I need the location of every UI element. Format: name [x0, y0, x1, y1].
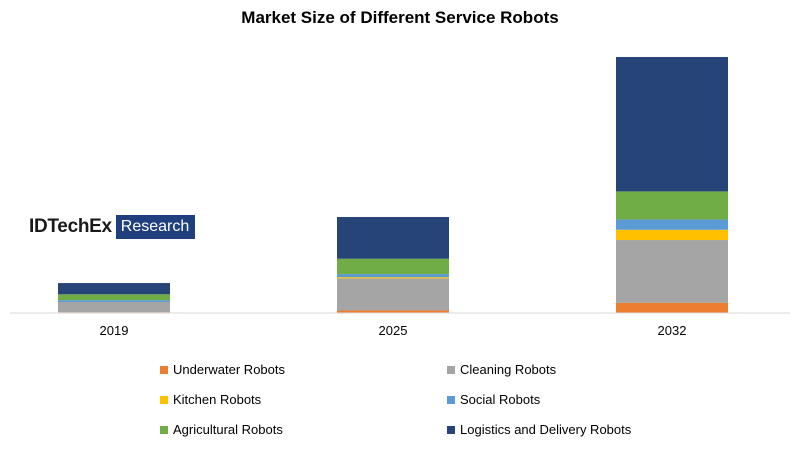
legend-swatch — [447, 425, 455, 434]
legend-item: Social Robots — [447, 392, 680, 407]
legend-swatch — [160, 425, 168, 434]
idtechex-logo: IDTechEx Research — [29, 215, 196, 239]
x-tick-label-2019: 2019 — [100, 323, 129, 338]
legend-item: Agricultural Robots — [160, 422, 447, 437]
legend-label: Cleaning Robots — [460, 362, 557, 377]
legend-label: Underwater Robots — [173, 362, 285, 377]
bar-2019-agricultural-robots — [58, 294, 170, 301]
bar-2032-agricultural-robots — [616, 191, 728, 220]
plot-area: 2019 2025 2032 — [10, 57, 790, 338]
chart-title: Market Size of Different Service Robots — [241, 8, 559, 27]
bar-2025-cleaning-robots — [337, 278, 449, 311]
bar-2032-logistics-and-delivery-robots — [616, 57, 728, 192]
bar-2032-social-robots — [616, 219, 728, 230]
bars-group — [58, 57, 728, 313]
bar-2032-underwater-robots — [616, 302, 728, 313]
legend-swatch — [160, 365, 168, 374]
legend-swatch — [447, 365, 455, 374]
legend: Underwater Robots Cleaning Robots Kitchen … — [160, 362, 680, 437]
x-tick-labels: 2019 2025 2032 — [100, 323, 687, 338]
legend-label: Agricultural Robots — [173, 422, 283, 437]
legend-item: Underwater Robots — [160, 362, 447, 377]
bar-2025-social-robots — [337, 274, 449, 278]
legend-swatch — [447, 395, 455, 404]
logo-brand-text: IDTechEx — [29, 216, 112, 237]
x-tick-label-2025: 2025 — [379, 323, 408, 338]
bar-2032-kitchen-robots — [616, 229, 728, 241]
legend-label: Social Robots — [460, 392, 541, 407]
x-tick-label-2032: 2032 — [658, 323, 687, 338]
legend-label: Logistics and Delivery Robots — [460, 422, 632, 437]
bar-2019-logistics-and-delivery-robots — [58, 283, 170, 295]
bar-2019-cleaning-robots — [58, 301, 170, 313]
bar-2025-logistics-and-delivery-robots — [337, 217, 449, 259]
bar-2025-underwater-robots — [337, 310, 449, 313]
bar-2025-kitchen-robots — [337, 277, 449, 279]
bar-2019-social-robots — [58, 300, 170, 302]
bar-2032-cleaning-robots — [616, 240, 728, 303]
logo-research-tag: Research — [115, 215, 196, 239]
bar-2025-agricultural-robots — [337, 258, 449, 275]
legend-item: Cleaning Robots — [447, 362, 680, 377]
legend-swatch — [160, 395, 168, 404]
legend-item: Kitchen Robots — [160, 392, 447, 407]
legend-item: Logistics and Delivery Robots — [447, 422, 680, 437]
legend-label: Kitchen Robots — [173, 392, 262, 407]
